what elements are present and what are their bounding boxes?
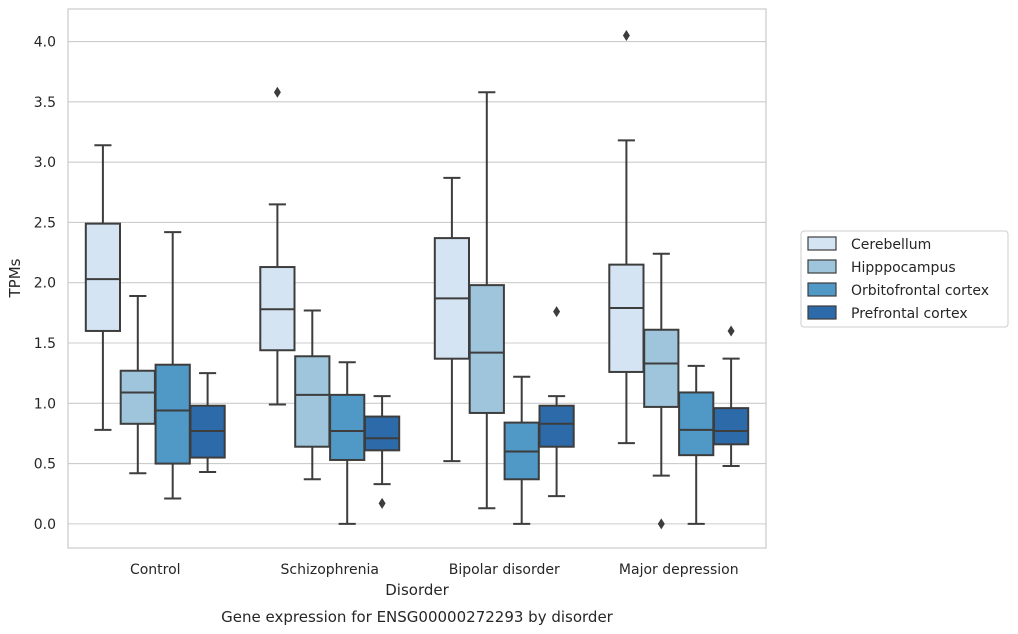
- box: [84, 222, 122, 332]
- x-tick-label: Bipolar disorder: [449, 562, 560, 578]
- plot-frame: [67, 8, 767, 549]
- box: [468, 284, 505, 414]
- outlier-point: [553, 306, 561, 318]
- series-prefrontal-cortex: [189, 306, 750, 509]
- outlier-point: [657, 518, 665, 530]
- y-tick-label: 3.5: [34, 95, 56, 111]
- y-tick-label: 3.0: [34, 155, 56, 171]
- outlier-point: [273, 86, 281, 98]
- y-tick-labels: 0.0 0.5 1.0 1.5 2.0 2.5 3.0 3.5 4.0: [34, 35, 56, 533]
- outlier-point: [622, 30, 630, 42]
- box: [119, 369, 156, 425]
- chart-caption: Gene expression for ENSG00000272293 by d…: [221, 608, 614, 626]
- legend-label: Hipppocampus: [851, 260, 956, 276]
- box: [294, 355, 331, 448]
- x-tick-label: Major depression: [619, 562, 739, 578]
- legend-label: Cerebellum: [851, 237, 931, 253]
- box-series: [84, 30, 750, 530]
- legend-swatch: [807, 236, 837, 251]
- box: [608, 263, 645, 373]
- box: [363, 415, 401, 452]
- box: [643, 328, 680, 408]
- legend-swatch: [807, 305, 837, 320]
- y-tick-label: 1.5: [34, 336, 56, 352]
- y-tick-label: 0.5: [34, 457, 56, 473]
- series-orbitofrontal-cortex: [154, 231, 715, 525]
- y-tick-label: 0.0: [34, 517, 56, 533]
- x-tick-label: Control: [130, 562, 181, 578]
- outlier-point: [378, 497, 386, 509]
- legend-frame: [800, 230, 1009, 328]
- legend: Cerebellum Hipppocampus Orbitofrontal cort…: [800, 230, 1009, 328]
- legend-swatch: [807, 282, 837, 297]
- y-tick-label: 2.0: [34, 276, 56, 292]
- y-tick-label: 1.0: [34, 396, 56, 412]
- box: [678, 391, 715, 457]
- legend-swatch: [807, 259, 837, 274]
- x-tick-labels: Control Schizophrenia Bipolar disorder Majo…: [130, 562, 739, 578]
- series-cerebellum: [84, 30, 645, 463]
- y-tick-label: 4.0: [34, 35, 56, 51]
- y-axis-title: TPMs: [6, 258, 24, 298]
- outlier-point: [727, 325, 735, 337]
- box: [154, 363, 191, 465]
- box: [329, 393, 366, 461]
- box: [538, 404, 575, 448]
- y-tick-label: 2.5: [34, 215, 56, 231]
- x-tick-label: Schizophrenia: [281, 562, 379, 578]
- x-axis-title: Disorder: [385, 581, 449, 599]
- box: [712, 407, 750, 446]
- legend-label: Prefrontal cortex: [851, 306, 968, 322]
- legend-label: Orbitofrontal cortex: [851, 283, 989, 299]
